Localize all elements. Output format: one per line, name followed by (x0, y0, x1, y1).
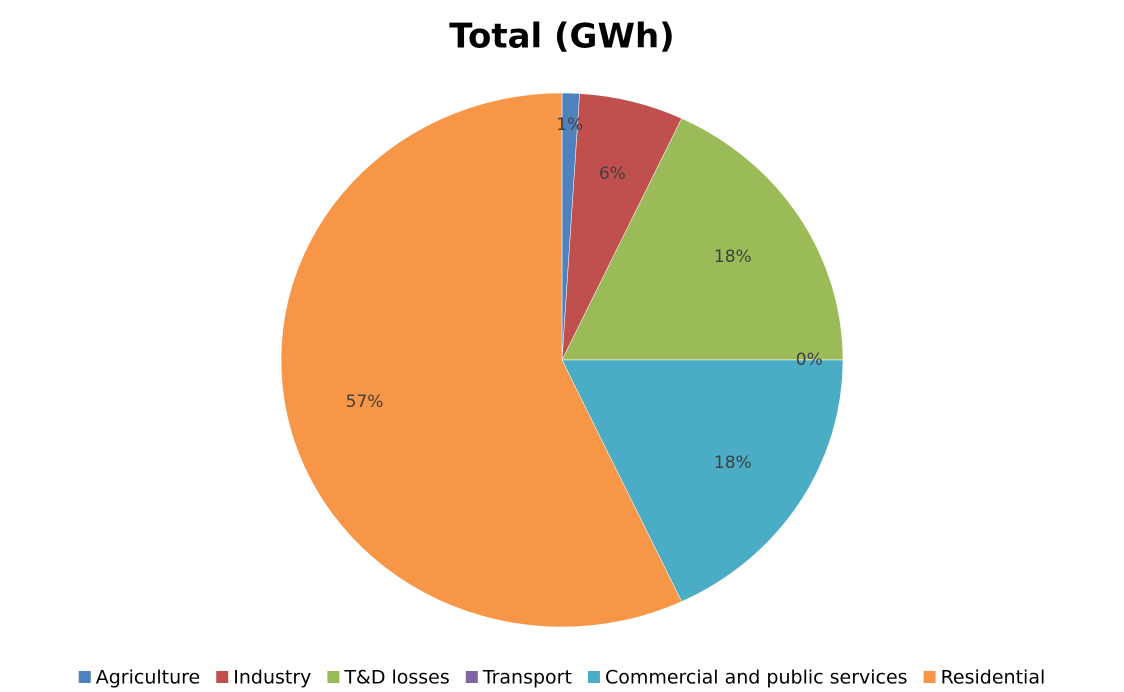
legend-swatch (923, 671, 936, 683)
data-label: 57% (346, 392, 384, 412)
pie-slice (280, 92, 682, 628)
pie-slice (561, 118, 844, 361)
legend-label: Residential (941, 667, 1046, 689)
data-label: 0% (796, 350, 823, 370)
data-label: 6% (599, 164, 626, 184)
legend-label: Industry (233, 667, 311, 689)
legend-swatch (587, 671, 600, 683)
data-label: 1% (556, 115, 583, 135)
legend-swatch (465, 671, 478, 683)
legend-label: Commercial and public services (605, 667, 908, 689)
data-label: 18% (714, 453, 752, 473)
data-label: 18% (714, 247, 752, 267)
legend-label: Agriculture (96, 667, 201, 689)
legend-swatch (78, 671, 91, 683)
legend-swatch (216, 671, 229, 683)
legend-label: Transport (482, 667, 572, 689)
legend-label: T&D losses (343, 667, 449, 689)
chart-title: Total (GWh) (449, 17, 674, 57)
pie-slice (561, 359, 844, 602)
legend-swatch (327, 671, 340, 683)
